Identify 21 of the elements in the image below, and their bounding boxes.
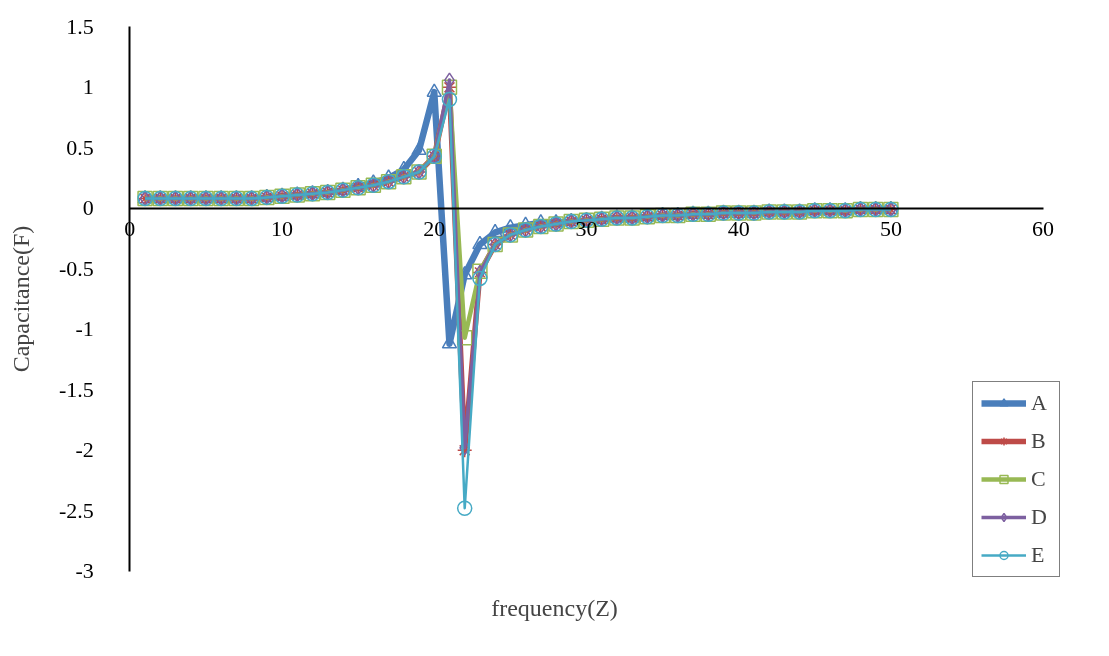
y-tick-label: 1.5	[66, 13, 94, 39]
y-tick-label: -2.5	[59, 497, 94, 523]
legend-label: D	[1031, 504, 1048, 530]
y-tick-label: -0.5	[59, 255, 94, 281]
y-tick-label: 0	[82, 195, 94, 221]
legend-label: C	[1031, 466, 1047, 492]
legend-label: A	[1031, 390, 1048, 416]
y-tick-label: -1.5	[59, 376, 94, 402]
x-tick-label: 10	[271, 216, 294, 242]
x-tick-label: 60	[1032, 216, 1055, 242]
y-tick-label: 0.5	[66, 134, 94, 160]
y-tick-label: -2	[75, 437, 94, 463]
y-tick-label: -3	[75, 558, 94, 584]
y-tick-label: 1	[82, 74, 94, 100]
x-tick-label: 50	[879, 216, 902, 242]
y-axis-title: Capacitance(F)	[7, 225, 34, 373]
legend-label: B	[1031, 428, 1047, 454]
legend-label: E	[1031, 542, 1046, 568]
x-axis-title: frequency(Z)	[491, 594, 618, 621]
y-tick-label: -1	[75, 316, 94, 342]
x-tick-label: 40	[727, 216, 750, 242]
